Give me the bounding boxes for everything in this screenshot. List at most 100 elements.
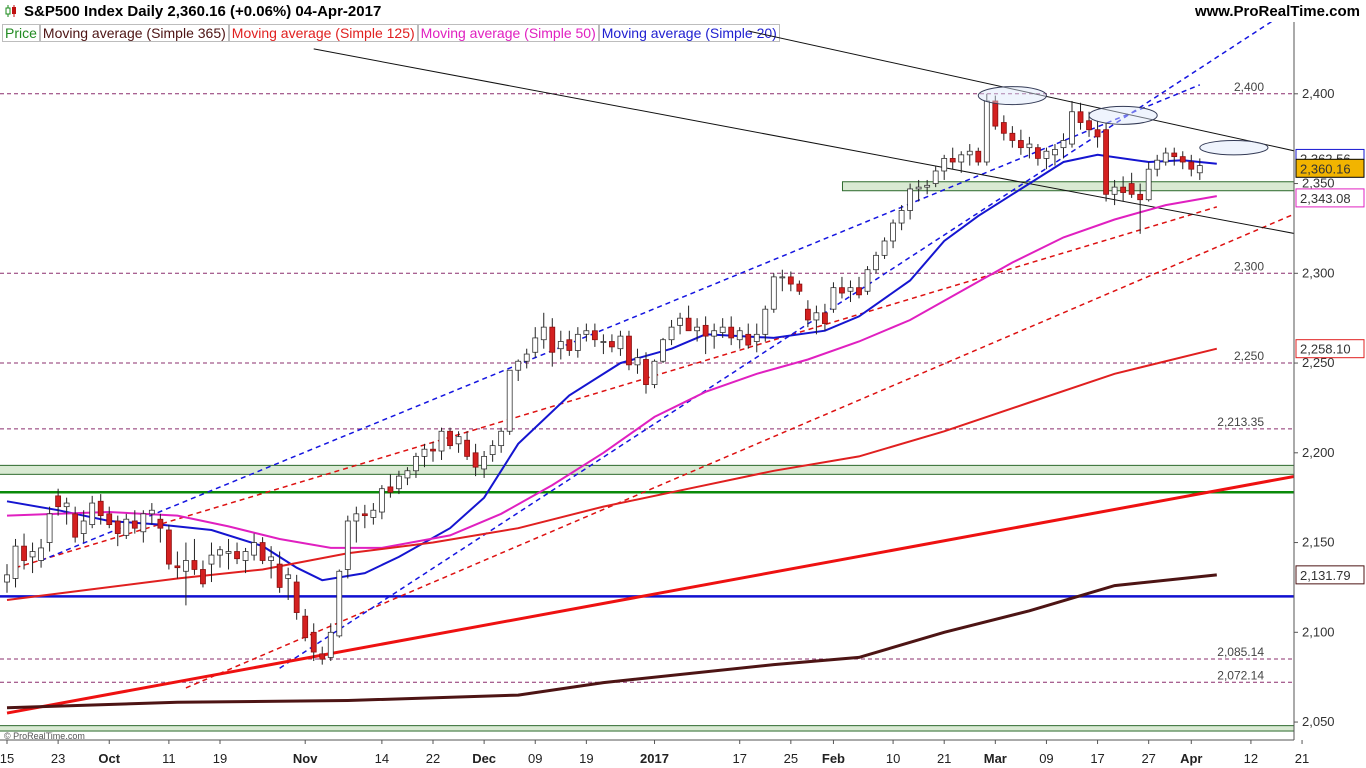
x-tick-label: 22 [426, 751, 440, 766]
candle-down [1103, 129, 1109, 195]
trendline [15, 206, 1218, 569]
candle-down [447, 430, 453, 447]
candle-up [489, 445, 496, 455]
candle-up [668, 326, 675, 341]
legend-item-sma365[interactable]: Moving average (Simple 365) [39, 24, 229, 42]
candle-up [404, 470, 411, 479]
candle-down [1086, 120, 1092, 131]
candle-up [677, 317, 683, 326]
y-tick-label: 2,150 [1302, 535, 1335, 550]
x-tick-label: 25 [784, 751, 798, 766]
candle-up [983, 100, 990, 163]
candle-down [549, 326, 556, 353]
x-tick-label: Mar [984, 751, 1007, 766]
candle-down [276, 563, 283, 588]
candle-up [941, 158, 948, 172]
candle-down [259, 542, 266, 561]
candle-down [728, 326, 735, 339]
x-tick-label: 21 [937, 751, 951, 766]
candle-up [1026, 143, 1033, 149]
candle-up [907, 188, 914, 211]
trendline [279, 22, 1273, 669]
candle-up [217, 549, 223, 556]
candle-down [609, 341, 615, 348]
candle-up [873, 254, 879, 271]
candle-up [89, 502, 96, 525]
candle-up [932, 170, 939, 184]
candle-down [200, 569, 206, 585]
x-tick-label: Feb [822, 751, 845, 766]
candle-up [225, 551, 232, 554]
watermark: © ProRealTime.com [4, 731, 85, 741]
x-tick-label: 19 [213, 751, 227, 766]
candle-down [1000, 122, 1007, 134]
candle-up [327, 631, 334, 658]
x-tick-label: 15 [0, 751, 14, 766]
legend-item-sma20[interactable]: Moving average (Simple 20) [598, 24, 780, 42]
candle-down [387, 486, 394, 493]
candle-down [1188, 161, 1195, 170]
candle-up [1196, 165, 1203, 174]
candle-up [242, 551, 249, 561]
legend-item-sma50[interactable]: Moving average (Simple 50) [417, 24, 599, 42]
highlight-ellipse [977, 86, 1047, 106]
trendline [6, 474, 1294, 715]
candle-up [660, 339, 666, 362]
x-tick-label: Oct [98, 751, 120, 766]
candle-up [344, 520, 351, 570]
candle-up [736, 330, 743, 341]
candle-up [208, 554, 215, 565]
candle-up [1145, 168, 1152, 201]
trendline [40, 84, 1201, 562]
candle-down [174, 565, 181, 569]
candle-up [12, 545, 19, 579]
candle-down [702, 324, 709, 337]
legend-item-price[interactable]: Price [2, 24, 40, 42]
candle-up [421, 448, 428, 457]
candle-up [38, 547, 44, 561]
candle-up [830, 287, 837, 310]
x-tick-label: Apr [1180, 751, 1202, 766]
support-zone [0, 464, 1294, 475]
candle-down [839, 287, 845, 294]
candle-up [29, 551, 36, 558]
candle-down [114, 520, 121, 534]
price-tag [1295, 158, 1365, 178]
candle-up [847, 287, 854, 292]
candle-up [148, 509, 155, 515]
legend-item-sma125[interactable]: Moving average (Simple 125) [228, 24, 418, 42]
candle-up [353, 513, 360, 522]
candle-down [975, 150, 982, 163]
candle-down [430, 448, 436, 452]
candle-down [745, 333, 752, 346]
candle-down [191, 560, 198, 570]
candle-up [378, 488, 385, 513]
candle-down [72, 513, 79, 538]
candle-up [455, 436, 462, 445]
x-tick-label: 09 [528, 751, 542, 766]
candle-down [1120, 186, 1127, 193]
title-bar: S&P500 Index Daily 2,360.16 (+0.06%) 04-… [0, 0, 1366, 22]
moving-average-line [6, 153, 1217, 582]
y-tick-label: 2,400 [1302, 86, 1335, 101]
site-link[interactable]: www.ProRealTime.com [1194, 3, 1360, 20]
candle-down [796, 283, 803, 292]
candle-up [651, 360, 658, 385]
candle-up [753, 333, 760, 342]
price-tag-label: 2,343.08 [1300, 191, 1351, 206]
candle-up [600, 341, 607, 343]
candle-down [302, 615, 309, 639]
candle-up [762, 308, 769, 335]
candlestick-icon [5, 5, 16, 17]
y-tick-label: 2,050 [1302, 714, 1335, 729]
candle-up [958, 154, 965, 163]
y-tick-label: 2,100 [1302, 624, 1335, 639]
candle-down [1035, 147, 1041, 159]
price-tag [1295, 188, 1365, 208]
candle-down [21, 545, 27, 561]
candle-down [591, 330, 598, 341]
price-tag [1295, 565, 1365, 585]
candle-down [157, 518, 164, 529]
candle-up [583, 330, 590, 335]
